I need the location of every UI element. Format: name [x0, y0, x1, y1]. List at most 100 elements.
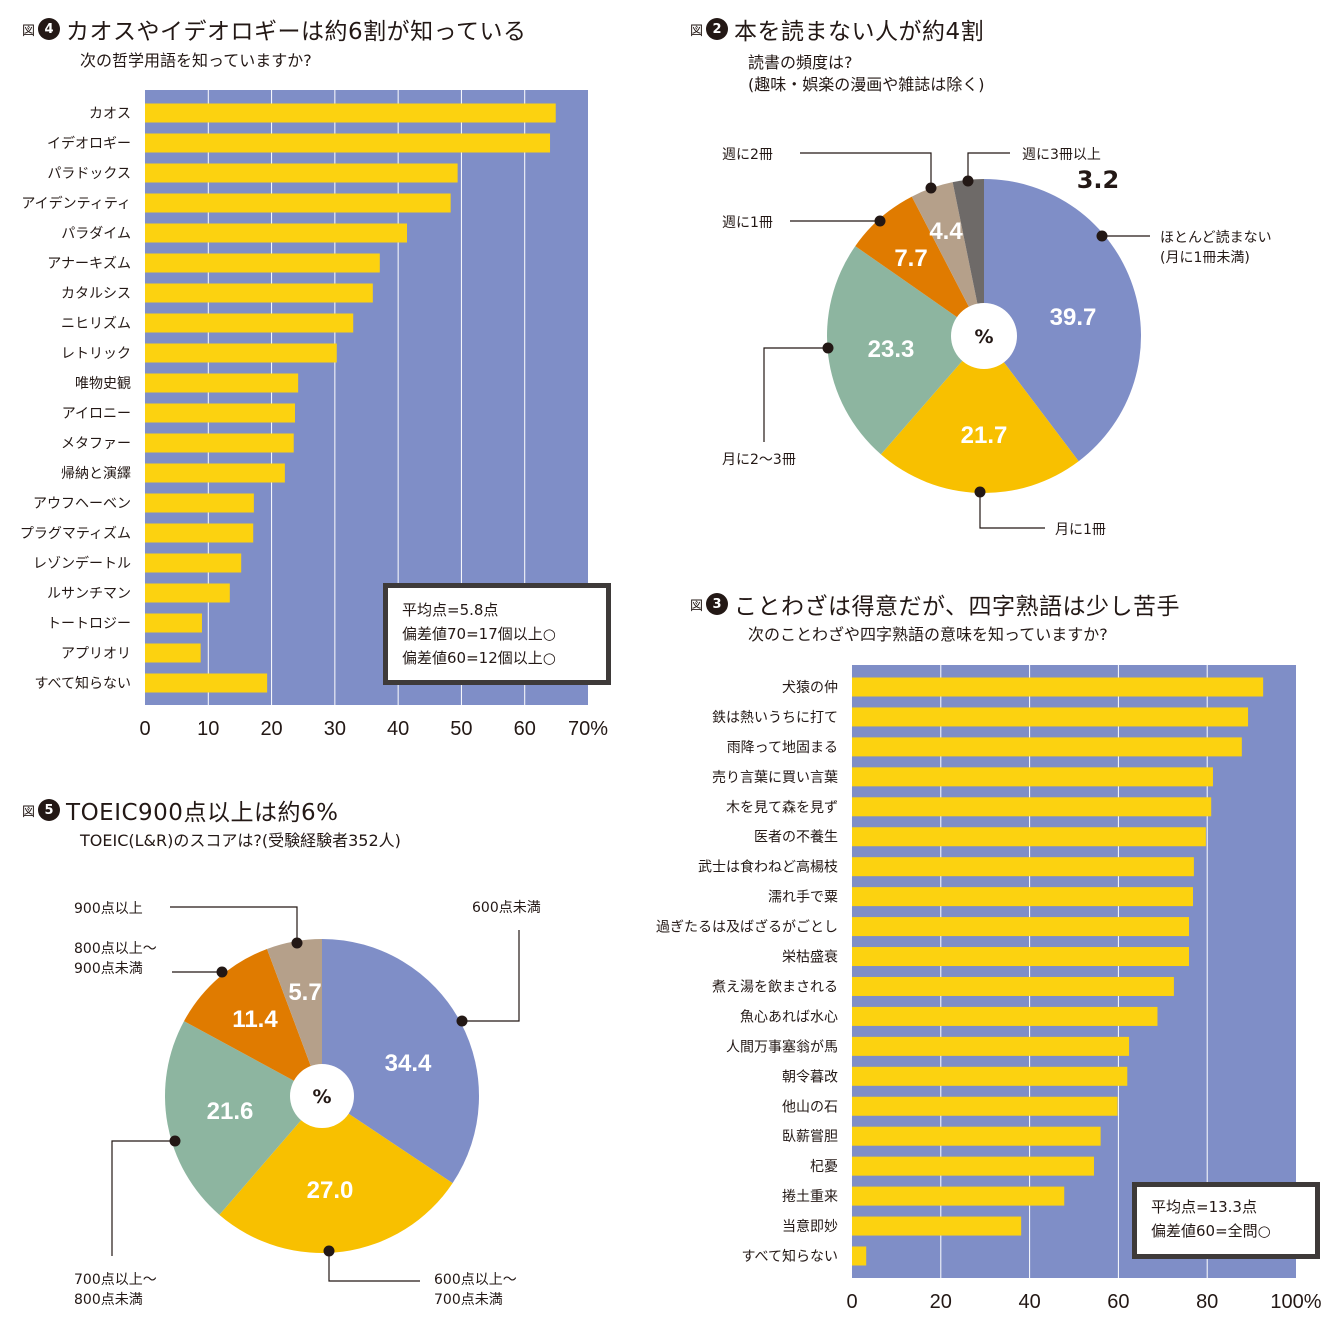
fig3-note-line: 平均点=13.3点 — [1151, 1198, 1257, 1216]
fig3-category-label: 魚心あれば水心 — [740, 1009, 838, 1025]
fig2-leader-line — [763, 347, 828, 442]
fig3-category-label: 人間万事塞翁が馬 — [726, 1038, 838, 1055]
fig4-score-note: 平均点=5.8点 偏差値70=17個以上○ 偏差値60=12個以上○ — [383, 583, 611, 685]
fig4-x-tick-label: 30 — [324, 718, 346, 740]
fig4-bar — [145, 313, 354, 333]
fig3-bar — [852, 677, 1264, 697]
fig4-category-label: メタファー — [61, 436, 131, 452]
fig5-leader-dot — [169, 1135, 181, 1147]
fig4-category-label: カオス — [89, 106, 131, 122]
fig3-category-label: 当意即妙 — [782, 1218, 838, 1235]
fig3-category-label: 雨降って地固まる — [727, 740, 838, 756]
fig3-bar — [852, 797, 1212, 817]
fig4-bar — [145, 553, 242, 573]
fig3-x-tick-label: 60 — [1107, 1291, 1129, 1313]
fig3-score-note: 平均点=13.3点 偏差値60=全問○ — [1132, 1182, 1320, 1259]
fig2-slice-label: ほとんど読まない — [1160, 229, 1272, 246]
fig2-leader-dot — [874, 215, 886, 227]
fig3-x-tick-label: 0 — [846, 1291, 857, 1313]
fig5-slice-label: 700点未満 — [434, 1292, 503, 1308]
fig2-pie-slice — [952, 179, 984, 336]
fig5-leader-line — [111, 1140, 175, 1256]
fig4-bar — [145, 613, 202, 633]
fig3-category-label: 臥薪嘗胆 — [782, 1129, 838, 1145]
fig4-category-label: カタルシス — [61, 286, 131, 302]
fig2-slice-label: (月に1冊未満) — [1160, 250, 1250, 266]
fig4-category-label: パラドックス — [47, 166, 131, 182]
fig4-category-label: ニヒリズム — [61, 316, 131, 332]
fig4-title: カオスやイデオロギーは約6割が知っている — [66, 19, 527, 45]
fig4-bar — [145, 523, 254, 543]
fig3-bar — [852, 887, 1193, 907]
fig2-center-hole — [951, 303, 1017, 369]
fig2-slice-label: 週に2冊 — [722, 147, 773, 163]
fig4-bar — [145, 223, 408, 243]
fig3-category-label: 捲土重来 — [782, 1189, 838, 1205]
fig4-category-label: アイデンティティ — [21, 195, 131, 212]
fig5-slice-label: 900点未満 — [74, 961, 143, 977]
fig2-leader-dot — [1096, 230, 1108, 242]
fig4-x-tick-label: 0 — [139, 718, 150, 740]
fig5-pie-chart: % 34.4 27.0 21.6 11.4 5.7 600点未満 600点以上〜 700点未満 7… — [74, 900, 541, 1308]
fig5-tag: 図 — [22, 804, 36, 820]
fig5-header: 図 5 TOEIC900点以上は約6% — [22, 793, 338, 827]
fig2-slice-value: 23.3 — [868, 336, 915, 363]
fig2-leader-dot — [925, 182, 937, 194]
fig2-number-badge: 2 — [706, 18, 729, 40]
fig5-pie-slice — [219, 1096, 453, 1253]
fig5-slice-label: 900点以上 — [74, 901, 143, 917]
fig4-category-label: レゾンデートル — [33, 555, 131, 572]
fig5-leader-line — [462, 930, 520, 1022]
fig5-center-hole — [290, 1064, 354, 1128]
fig4-category-label: すべて知らない — [35, 675, 131, 692]
fig2-slice-label: 週に3冊以上 — [1022, 147, 1101, 163]
fig4-category-label: アナーキズム — [47, 256, 131, 272]
fig3-bar — [852, 1156, 1094, 1176]
fig4-tag: 図 — [22, 23, 36, 39]
fig3-category-label: 医者の不養生 — [754, 829, 838, 846]
fig2-header: 図 2 本を読まない人が約4割 — [690, 12, 984, 46]
fig2-subtitle: 読書の頻度は? (趣味・娯楽の漫画や雑誌は除く) — [748, 53, 985, 94]
fig3-category-label: 犬猿の仲 — [782, 680, 838, 696]
fig5-pie-slice — [267, 939, 322, 1096]
fig2-leader-line — [967, 152, 1010, 181]
fig5-slice-label: 800点以上〜 — [74, 941, 157, 957]
fig2-pie-chart: % 39.7 21.7 23.3 7.74.4 ほとんど読まない (月に1冊未満) 月に1冊 月… — [722, 147, 1272, 538]
fig2-slice-label: 週に1冊 — [722, 215, 773, 231]
fig5-slice-value: 34.4 — [385, 1050, 432, 1077]
fig4-note-line: 平均点=5.8点 — [402, 601, 499, 619]
fig4-category-label: アウフヘーベン — [33, 496, 131, 512]
fig4-bar — [145, 673, 268, 693]
fig5-leader-dot — [456, 1015, 468, 1027]
fig4-bar — [145, 583, 230, 603]
fig2-leader-line — [979, 492, 1045, 529]
fig5-slice-value: 5.7 — [288, 979, 321, 1006]
fig4-x-tick-label: 20 — [260, 718, 282, 740]
fig3-bar — [852, 1246, 867, 1266]
fig3-bar — [852, 1096, 1118, 1116]
fig4-category-label: 帰納と演繹 — [61, 465, 131, 482]
fig4-bar — [145, 343, 337, 363]
fig4-category-label: パラダイム — [61, 226, 131, 242]
fig3-tag: 図 — [690, 598, 704, 614]
fig4-bar — [145, 433, 294, 453]
fig5-title: TOEIC900点以上は約6% — [66, 800, 339, 826]
fig4-bar — [145, 463, 285, 483]
fig3-plot-area — [852, 665, 1296, 1278]
fig2-pie-slice — [880, 336, 1079, 494]
fig2-title: 本を読まない人が約4割 — [734, 19, 985, 45]
fig4-category-label: プラグマティズム — [20, 526, 131, 542]
fig4-x-tick-label: 50 — [450, 718, 472, 740]
fig3-category-label: 栄枯盛衰 — [782, 949, 838, 966]
fig4-x-tick-label: 10 — [197, 718, 219, 740]
fig3-bar — [852, 1006, 1158, 1026]
fig3-bar — [852, 1036, 1130, 1056]
fig2-pie-slice — [911, 182, 984, 336]
fig3-bar — [852, 976, 1174, 996]
fig5-leader-dot — [291, 937, 303, 949]
fig4-bar — [145, 103, 556, 123]
fig4-category-label: トートロジー — [47, 616, 131, 632]
fig4-category-label: イデオロギー — [47, 135, 131, 152]
fig3-header: 図 3 ことわざは得意だが、四字熟語は少し苦手 — [690, 587, 1180, 621]
fig3-number-badge: 3 — [706, 593, 729, 615]
